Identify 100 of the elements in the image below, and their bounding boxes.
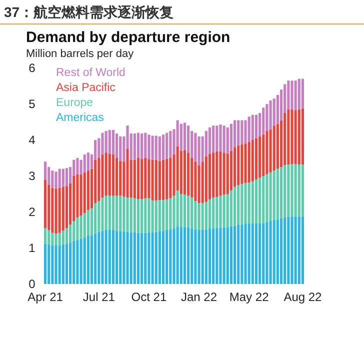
bar [219,228,222,284]
bar [44,180,47,228]
bar [101,154,104,198]
bar [83,154,86,172]
bar [194,229,197,284]
y-tick-label: 5 [28,97,36,112]
bar [287,80,290,110]
bar [266,104,268,131]
text: Asia Pacific [56,82,116,94]
bar [280,167,283,218]
bar [219,196,222,228]
bar [122,231,126,284]
bar [212,228,215,284]
bar [240,224,244,284]
bar [298,216,300,284]
bar [266,131,268,174]
bar [90,235,94,284]
bar [116,196,118,231]
bar [94,203,97,234]
bar [158,160,161,200]
bar [86,210,90,236]
bar [226,227,229,284]
bar [101,132,104,154]
bar [54,188,58,234]
bar [233,226,236,284]
bar [187,227,190,284]
bar [162,160,165,200]
bar [104,131,108,153]
bar [301,108,304,164]
bar [226,154,229,194]
bar [166,132,168,159]
bar [287,164,290,217]
bar [126,232,129,284]
bar [86,170,90,210]
x-tick-label: May 22 [229,290,270,304]
bar [122,196,126,232]
bar [204,202,208,230]
bar [194,201,197,230]
bar [144,198,147,233]
bar [233,186,236,226]
text: Rest of World [56,67,126,79]
bar [244,144,247,184]
bar [94,234,97,284]
bar [198,203,200,230]
bar [116,158,118,196]
bar [254,224,258,284]
bar [180,150,182,194]
bar [251,140,254,182]
bar [222,126,226,153]
bar [119,160,122,196]
bar [244,224,247,284]
bar [222,194,226,228]
bar [104,152,108,196]
bar [208,127,212,154]
bar [119,231,122,284]
bar [154,160,158,200]
bar [65,228,68,244]
bar [130,198,132,232]
bar [212,152,215,198]
bar [233,120,236,148]
bar [72,176,76,221]
text: Europe [56,97,94,109]
bar [148,159,150,198]
bar [233,147,236,187]
bar [287,109,290,164]
bar [169,198,172,230]
bar [108,130,111,154]
bar [237,185,240,225]
bar [51,170,54,188]
bar [269,129,272,172]
x-tick-label: Oct 21 [131,290,167,304]
bar [290,80,294,110]
bar [136,199,140,233]
bar [140,134,144,159]
bar [251,114,254,140]
bar [248,224,250,284]
bar [116,134,118,158]
bar [80,216,82,239]
bar [298,78,300,110]
bar [272,220,276,284]
bar [76,217,79,240]
bar [83,213,86,238]
chart-subtitle: Demand by departure region [26,29,230,46]
bar [244,120,247,144]
bar [290,109,294,164]
bar [230,190,232,226]
bar [222,227,226,284]
bar [148,134,150,160]
bar [208,154,212,200]
bar [51,188,54,233]
bar [272,170,276,220]
bar [133,198,136,233]
bar [130,232,132,284]
bar [301,216,304,284]
bar [58,245,61,284]
bar [216,126,218,152]
bar [294,80,297,110]
x-tick-label: Aug 22 [284,290,322,304]
bar [262,222,265,284]
bar [208,199,212,229]
